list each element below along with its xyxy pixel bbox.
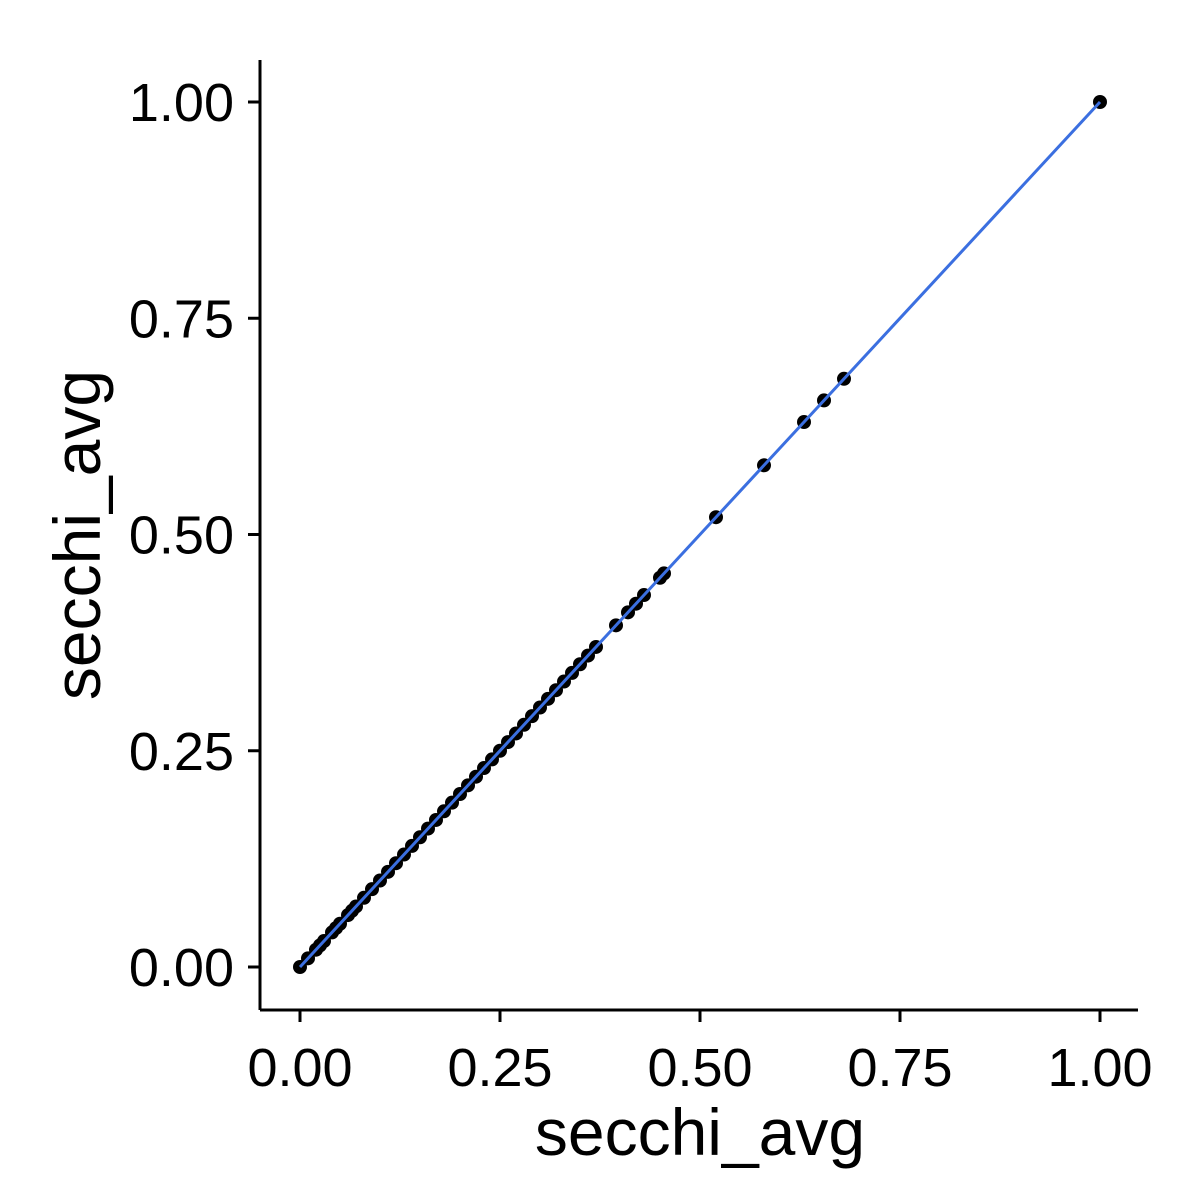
- y-axis-title: secchi_avg: [40, 370, 114, 700]
- x-axis-title: secchi_avg: [535, 1095, 865, 1169]
- x-axis-ticks: 0.00 0.25 0.50 0.75 1.00: [247, 1010, 1153, 1098]
- x-tick-label: 0.25: [447, 1038, 552, 1098]
- y-axis-ticks: 0.00 0.25 0.50 0.75 1.00: [129, 73, 260, 998]
- y-tick-label: 0.00: [129, 938, 234, 998]
- x-tick-label: 0.50: [647, 1038, 752, 1098]
- y-tick-label: 0.25: [129, 722, 234, 782]
- y-tick-label: 1.00: [129, 73, 234, 133]
- x-tick-label: 0.75: [847, 1038, 952, 1098]
- y-tick-label: 0.75: [129, 289, 234, 349]
- fit-line: [298, 100, 1102, 969]
- x-tick-label: 0.00: [247, 1038, 352, 1098]
- x-tick-label: 1.00: [1047, 1038, 1152, 1098]
- y-tick-label: 0.50: [129, 506, 234, 566]
